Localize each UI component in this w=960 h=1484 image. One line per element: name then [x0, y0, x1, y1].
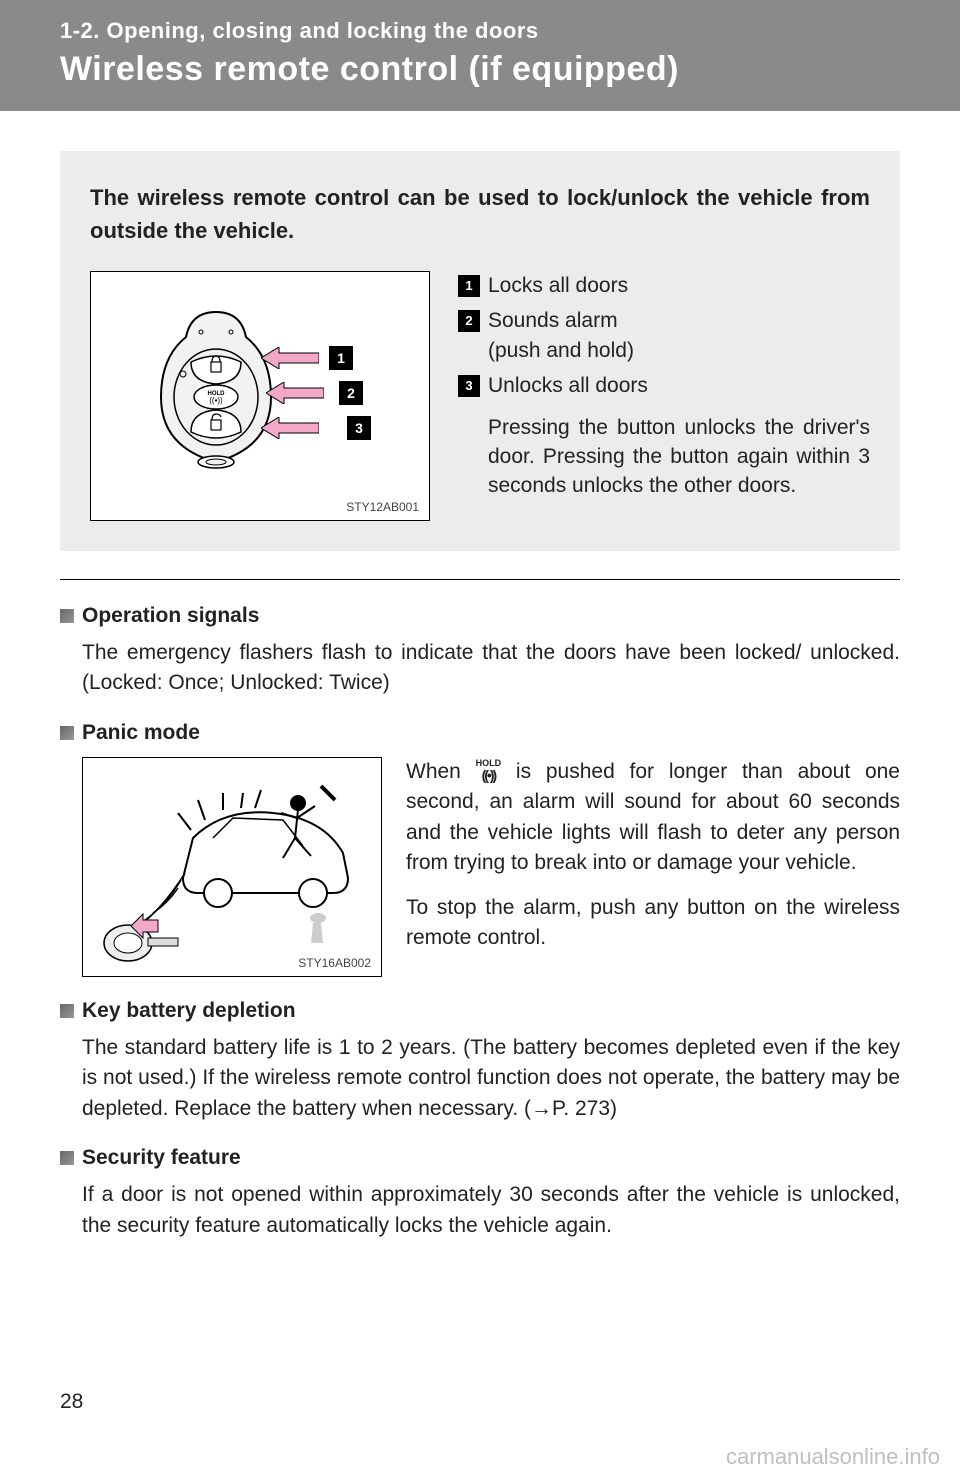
panic-figure: STY16AB002: [82, 757, 382, 977]
arrow-1: [261, 347, 319, 369]
heading-battery: Key battery depletion: [60, 999, 900, 1023]
bullet-icon: [60, 609, 74, 623]
panic-text: When HOLD ((•)) is pushed for longer tha…: [406, 757, 900, 977]
panic-p2: To stop the alarm, push any button on th…: [406, 893, 900, 954]
legend-text-1: Locks all doors: [488, 271, 870, 300]
body-battery: The standard battery life is 1 to 2 year…: [82, 1033, 900, 1124]
legend-row-3: 3 Unlocks all doors: [458, 371, 870, 400]
heading-security-text: Security feature: [82, 1146, 241, 1170]
legend-text-3: Unlocks all doors: [488, 371, 870, 400]
bullet-icon: [60, 726, 74, 740]
legend-2b: (push and hold): [488, 339, 634, 362]
panic-p1: When HOLD ((•)) is pushed for longer tha…: [406, 757, 900, 879]
keyfob-figure: HOLD ((•)): [90, 271, 430, 521]
intro-box: The wireless remote control can be used …: [60, 151, 900, 551]
keyfob-row: HOLD ((•)): [90, 271, 870, 521]
heading-panic-text: Panic mode: [82, 721, 200, 745]
arrow-2: [266, 382, 324, 404]
section-panic: Panic mode: [60, 721, 900, 977]
header-band: 1-2. Opening, closing and locking the do…: [0, 0, 960, 111]
legend-num-3: 3: [458, 375, 480, 397]
legend-row-1: 1 Locks all doors: [458, 271, 870, 300]
keyfob-legend: 1 Locks all doors 2 Sounds alarm (push a…: [458, 271, 870, 521]
panic-row: STY16AB002 When HOLD ((•)) is pushed for…: [82, 757, 900, 977]
legend-num-2: 2: [458, 310, 480, 332]
page-number: 28: [60, 1390, 83, 1414]
callout-3: 3: [347, 416, 371, 440]
page-title: Wireless remote control (if equipped): [60, 50, 900, 89]
legend-num-1: 1: [458, 275, 480, 297]
heading-battery-text: Key battery depletion: [82, 999, 296, 1023]
section-number: 1-2. Opening, closing and locking the do…: [60, 18, 900, 44]
divider: [60, 579, 900, 580]
heading-security: Security feature: [60, 1146, 900, 1170]
legend-text-2: Sounds alarm (push and hold): [488, 306, 870, 365]
section-operation-signals: Operation signals The emergency flashers…: [60, 604, 900, 699]
svg-text:((•)): ((•)): [209, 396, 223, 405]
watermark: carmanualsonline.info: [726, 1444, 940, 1470]
heading-operation-text: Operation signals: [82, 604, 259, 628]
bullet-icon: [60, 1004, 74, 1018]
legend-row-2: 2 Sounds alarm (push and hold): [458, 306, 870, 365]
section-security: Security feature If a door is not opened…: [60, 1146, 900, 1241]
legend-2a: Sounds alarm: [488, 309, 618, 332]
callout-2: 2: [339, 381, 363, 405]
figure-caption-2: STY16AB002: [298, 956, 371, 970]
arrow-3: [261, 417, 319, 439]
body-security: If a door is not opened within approxima…: [82, 1180, 900, 1241]
legend-note: Pressing the button unlocks the driver's…: [488, 413, 870, 501]
hold-waves: ((•)): [482, 767, 496, 783]
body-operation: The emergency flashers flash to indicate…: [82, 638, 900, 699]
callout-1: 1: [329, 346, 353, 370]
section-battery: Key battery depletion The standard batte…: [60, 999, 900, 1124]
figure-caption-1: STY12AB001: [346, 500, 419, 514]
heading-operation: Operation signals: [60, 604, 900, 628]
page-content: The wireless remote control can be used …: [0, 111, 960, 1241]
heading-panic: Panic mode: [60, 721, 900, 745]
hold-icon: HOLD ((•)): [476, 759, 502, 782]
panic-p1a: When: [406, 760, 476, 783]
intro-text: The wireless remote control can be used …: [90, 181, 870, 247]
bullet-icon: [60, 1151, 74, 1165]
